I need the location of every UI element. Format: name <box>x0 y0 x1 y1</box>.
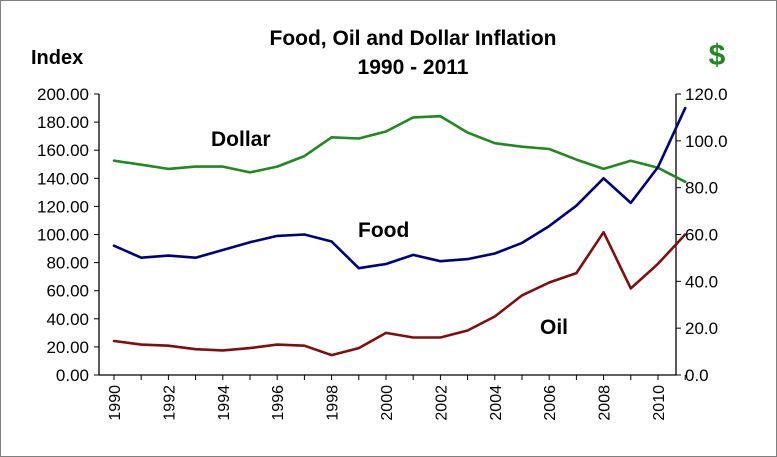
left-axis-ticks: 0.00 20.00 40.00 60.00 80.00 100.00 120.00 140.… <box>37 85 99 385</box>
left-tick-label: 120.00 <box>37 197 89 216</box>
x-tick-label: 1990 <box>107 385 124 421</box>
x-tick-label: 2006 <box>542 385 559 421</box>
chart-subtitle: 1990 - 2011 <box>358 56 469 79</box>
right-tick-label: 20.0 <box>685 319 718 338</box>
x-tick-label: 1992 <box>161 385 178 421</box>
left-tick-label: 100.00 <box>37 226 89 245</box>
x-tick-label: 2008 <box>597 385 614 421</box>
left-tick-label: 80.00 <box>46 254 89 273</box>
series-label-dollar: Dollar <box>211 128 271 151</box>
series-line-oil <box>112 230 687 357</box>
left-tick-label: 160.00 <box>37 141 89 160</box>
left-tick-label: 20.00 <box>46 338 89 357</box>
right-tick-label: 80.0 <box>685 179 718 198</box>
left-tick-label: 0.00 <box>56 366 89 385</box>
x-axis-ticks: 1990 1992 1994 1996 1998 2000 2002 2004 2006 2008… <box>107 375 686 421</box>
left-tick-label: 200.00 <box>37 85 89 104</box>
x-tick-label: 1998 <box>325 385 342 421</box>
series-label-oil: Oil <box>540 316 568 339</box>
x-tick-label: 2010 <box>651 385 668 421</box>
series-line-food <box>112 106 687 270</box>
left-tick-label: 140.00 <box>37 169 89 188</box>
x-tick-label: 2004 <box>488 385 505 421</box>
right-axis-ticks: 0.0 20.0 40.0 60.0 80.0 100.0 120.0 <box>676 85 728 385</box>
x-tick-label: 1994 <box>216 385 233 421</box>
right-tick-label: 100.0 <box>685 132 728 151</box>
series-label-food: Food <box>358 219 409 242</box>
right-tick-label: 0.0 <box>685 366 709 385</box>
right-tick-label: 60.0 <box>685 226 718 245</box>
series-lines <box>112 106 687 357</box>
x-tick-label: 2002 <box>433 385 450 421</box>
right-axis-label: $ <box>709 39 726 72</box>
left-axis-label: Index <box>31 47 83 69</box>
left-tick-label: 60.00 <box>46 282 89 301</box>
left-tick-label: 40.00 <box>46 310 89 329</box>
right-tick-label: 40.0 <box>685 272 718 291</box>
series-line-dollar <box>112 114 687 184</box>
x-tick-label: 1996 <box>270 385 287 421</box>
chart-title: Food, Oil and Dollar Inflation <box>270 27 557 50</box>
x-tick-label: 2000 <box>379 385 396 421</box>
left-tick-label: 180.00 <box>37 113 89 132</box>
right-tick-label: 120.0 <box>685 85 728 104</box>
